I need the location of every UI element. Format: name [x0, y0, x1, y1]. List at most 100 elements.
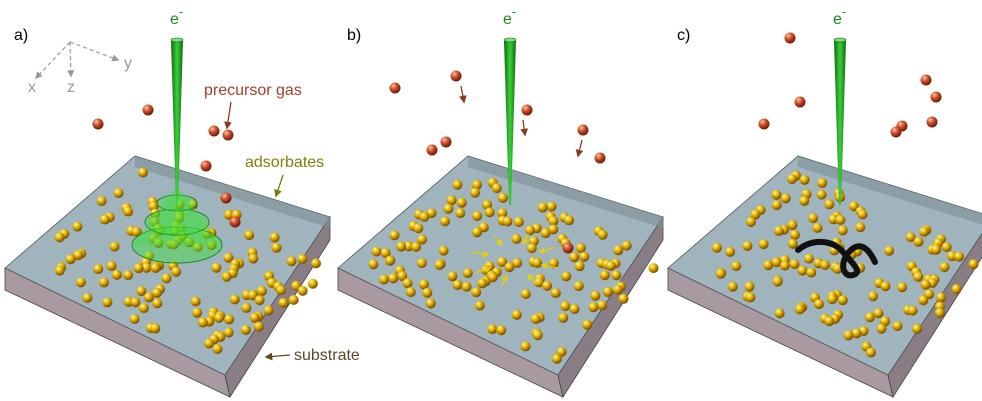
axis-label-y: y: [124, 55, 132, 72]
adsorbate: [472, 211, 482, 221]
adsorbate: [560, 301, 570, 311]
adsorbate: [590, 291, 600, 301]
adsorbate: [942, 242, 952, 252]
adsorbate: [130, 314, 140, 324]
adsorbate: [561, 271, 571, 281]
adsorbate: [457, 198, 467, 208]
adsorbate: [496, 325, 506, 335]
adsorbate: [542, 281, 552, 291]
adsorbate: [123, 270, 133, 280]
adsorbate: [93, 264, 103, 274]
adsorbate: [893, 321, 903, 331]
adsorbate: [222, 272, 232, 282]
adsorbate: [297, 254, 307, 264]
precursor-molecule: [578, 125, 589, 136]
axes-gizmo: [36, 42, 118, 78]
substrate-top: [5, 156, 330, 375]
adsorbate: [918, 295, 928, 305]
adsorbate: [824, 316, 834, 326]
adsorbate: [311, 258, 321, 268]
adsorbate: [600, 270, 610, 280]
adsorbate: [264, 305, 274, 315]
adsorbate: [598, 230, 608, 240]
panel: a)e-: [5, 4, 330, 397]
adsorbate: [487, 324, 497, 334]
adsorbate: [521, 341, 531, 351]
adsorbate: [569, 252, 579, 262]
adsorbate: [759, 239, 769, 249]
adsorbate: [838, 225, 848, 235]
adsorbate: [308, 279, 318, 289]
adsorbate: [575, 261, 585, 271]
adsorbate: [824, 199, 834, 209]
adsorbate: [214, 313, 224, 323]
adsorbate: [558, 313, 568, 323]
annotation-substrate: substrate: [294, 347, 360, 364]
adsorbate: [241, 303, 251, 313]
adsorbate: [230, 295, 240, 305]
adsorbate: [744, 282, 754, 292]
adsorbate: [576, 243, 586, 253]
adsorbate: [773, 277, 783, 287]
adsorbate: [76, 277, 86, 287]
precursor-molecule: [759, 119, 770, 130]
annotation-arrow: [266, 355, 290, 357]
adsorbate: [161, 273, 171, 283]
adsorbate: [453, 280, 463, 290]
adsorbate: [532, 258, 542, 268]
motion-arrow: [461, 86, 464, 102]
adsorbate: [110, 242, 120, 252]
beam-label: e-: [170, 4, 183, 28]
annotation-arrow: [227, 102, 231, 128]
beam-label: e-: [503, 4, 516, 28]
adsorbate: [884, 246, 894, 256]
adsorbate: [597, 300, 607, 310]
adsorbate: [772, 200, 782, 210]
adsorbate: [613, 285, 623, 295]
adsorbate: [787, 174, 797, 184]
adsorbate: [511, 234, 521, 244]
precursor-molecule: [390, 83, 401, 94]
adsorbate: [241, 325, 251, 335]
adsorbate: [914, 237, 924, 247]
adsorbate: [191, 296, 201, 306]
adsorbate: [97, 196, 107, 206]
adsorbate: [606, 261, 616, 271]
axis-label-z: z: [67, 79, 75, 96]
adsorbate: [213, 344, 223, 354]
motion-arrow: [523, 120, 525, 135]
adsorbate: [521, 289, 531, 299]
adsorbate: [806, 267, 816, 277]
adsorbate: [774, 226, 784, 236]
adsorbate: [788, 239, 798, 249]
adsorbate: [913, 272, 923, 282]
adsorbate: [100, 215, 110, 225]
adsorbate: [866, 348, 876, 358]
precursor-molecule: [785, 33, 796, 44]
adsorbate: [472, 227, 482, 237]
adsorbate: [204, 338, 214, 348]
adsorbate: [171, 267, 181, 277]
adsorbate: [244, 230, 254, 240]
adsorbate: [439, 246, 449, 256]
adsorbate: [613, 245, 623, 255]
adsorbate: [728, 282, 738, 292]
beam-aperture: [834, 38, 846, 42]
adsorbate: [443, 204, 453, 214]
precursor-molecule: [93, 119, 104, 130]
adsorbate: [298, 286, 308, 296]
adsorbate: [224, 314, 234, 324]
adsorbate: [622, 241, 632, 251]
precursor-molecule: [891, 127, 902, 138]
adsorbate: [114, 188, 124, 198]
adsorbate: [475, 301, 485, 311]
precursor-molecule: [522, 105, 533, 116]
panel: b)e-: [338, 4, 663, 397]
adsorbate: [969, 259, 979, 269]
precursor-molecule: [441, 137, 452, 148]
annotation-adsorbates: adsorbates: [245, 154, 324, 171]
adsorbate: [462, 282, 472, 292]
adsorbate: [257, 286, 267, 296]
adsorbate: [447, 271, 457, 281]
adsorbate: [789, 259, 799, 269]
